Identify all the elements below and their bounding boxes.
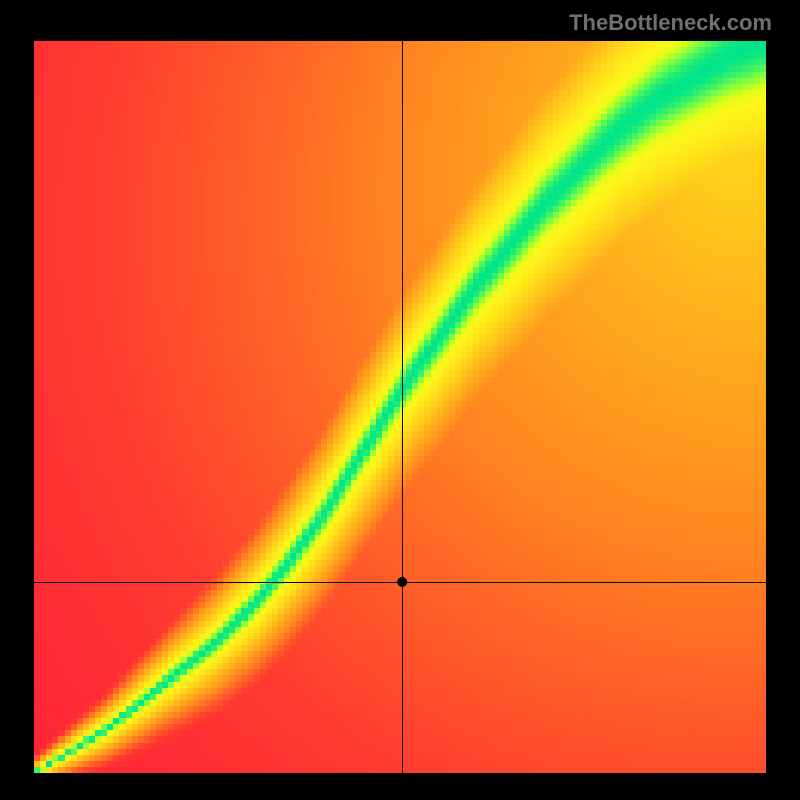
watermark-text: TheBottleneck.com	[569, 10, 772, 36]
bottleneck-heatmap	[0, 0, 800, 800]
chart-container: TheBottleneck.com	[0, 0, 800, 800]
